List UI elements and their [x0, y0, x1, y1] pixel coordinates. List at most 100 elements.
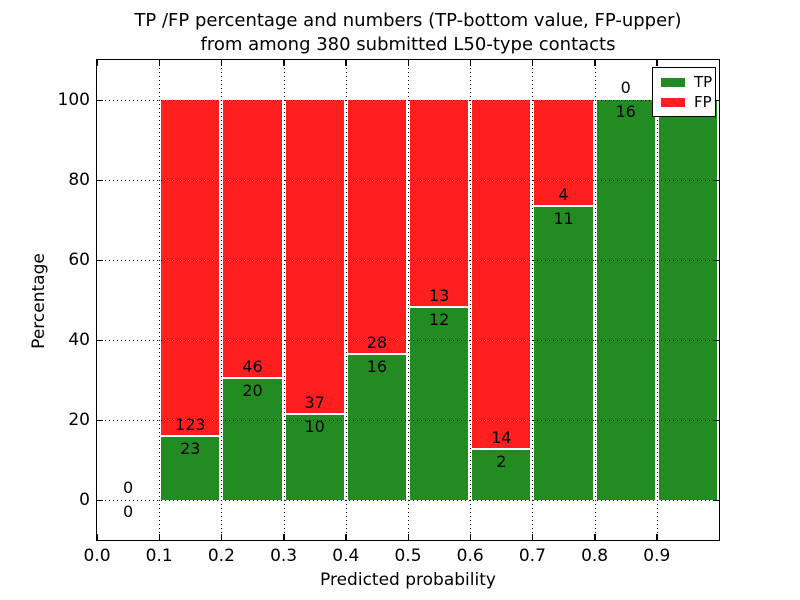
- x-tick-label: 0.2: [207, 546, 235, 566]
- bar-fp-count: 0: [620, 78, 631, 97]
- bar-fp-segment: [285, 100, 344, 415]
- y-tick-left: [97, 339, 103, 341]
- x-tick-top: [220, 60, 223, 66]
- bar-tp-segment: [410, 308, 469, 500]
- x-tick-top: [283, 60, 285, 66]
- y-tick-left: [97, 259, 103, 261]
- legend-row-tp: TP: [653, 74, 715, 90]
- x-tick-top: [656, 60, 658, 66]
- y-tick-right: [713, 179, 719, 181]
- x-tick-top: [469, 60, 472, 66]
- plot-inner: 0012323462037102816131214241101605: [96, 60, 719, 540]
- x-tick-top: [158, 60, 161, 66]
- y-tick-label: 0: [79, 490, 90, 510]
- bar-tp-count: 11: [553, 208, 574, 228]
- y-tick-right: [713, 339, 719, 341]
- y-tick-left: [97, 99, 103, 101]
- bar-tp-count: 10: [304, 416, 325, 436]
- bar-tp-count: 16: [615, 102, 636, 121]
- bar-tp-segment: [285, 414, 344, 500]
- bar-tp-segment: [534, 206, 593, 500]
- x-tick-label: 0.9: [643, 546, 671, 566]
- x-tick-bottom: [220, 534, 223, 540]
- y-tick-left: [97, 499, 103, 501]
- bar-fp-segment: [161, 100, 220, 437]
- gridline-v: [532, 60, 534, 540]
- x-tick-label: 0.0: [83, 546, 111, 566]
- y-tick-label: 80: [68, 170, 90, 190]
- x-tick-top: [345, 60, 347, 66]
- y-tick-label: 100: [57, 90, 90, 110]
- y-tick-right: [713, 99, 719, 101]
- bar-tp-count: 16: [366, 356, 388, 376]
- bar-fp-count: 37: [304, 392, 325, 412]
- gridline-v: [345, 60, 347, 540]
- x-tick-bottom: [407, 534, 409, 540]
- bar-fp-segment: [534, 100, 593, 207]
- bar-tp-segment: [347, 354, 406, 500]
- y-tick-left: [97, 179, 103, 181]
- x-tick-bottom: [531, 534, 534, 540]
- y-tick-left: [97, 419, 103, 421]
- x-tick-label: 0.7: [518, 546, 546, 566]
- bar-tp-segment: [472, 450, 531, 500]
- bar-fp-count: 4: [558, 184, 569, 204]
- x-tick-label: 0.8: [581, 546, 609, 566]
- x-tick-top: [96, 60, 98, 66]
- x-tick-bottom: [96, 534, 98, 540]
- plot-area: 0012323462037102816131214241101605: [96, 59, 720, 541]
- y-tick-label: 60: [68, 250, 90, 270]
- bar-tp-segment: [161, 436, 220, 500]
- legend-label-fp: FP: [694, 93, 712, 111]
- bar-tp-count: 20: [242, 380, 263, 400]
- bar-tp-segment: [658, 100, 717, 500]
- bar-fp-count: 28: [366, 332, 388, 352]
- bar-fp-count: 13: [428, 286, 450, 305]
- bar-fp-count: 0: [123, 478, 134, 497]
- bar-fp-count: 46: [242, 356, 263, 376]
- x-tick-top: [594, 60, 596, 66]
- x-tick-label: 0.6: [456, 546, 484, 566]
- bar-tp-segment: [223, 378, 282, 500]
- y-tick-right: [713, 419, 719, 421]
- chart-title: TP /FP percentage and numbers (TP-bottom…: [134, 10, 682, 55]
- bar-fp-segment: [223, 100, 282, 379]
- gridline-v: [159, 60, 161, 540]
- y-tick-right: [713, 259, 719, 261]
- legend-label-tp: TP: [694, 73, 713, 91]
- bar-fp-segment: [472, 100, 531, 450]
- x-tick-label: 0.3: [270, 546, 298, 566]
- x-tick-label: 0.1: [145, 546, 173, 566]
- x-tick-bottom: [594, 534, 596, 540]
- x-tick-label: 0.5: [394, 546, 422, 566]
- bar-fp-segment: [410, 100, 469, 308]
- bar-fp-count: 14: [491, 428, 512, 447]
- bar-tp-count: 0: [123, 502, 134, 521]
- x-tick-bottom: [469, 534, 472, 540]
- bar-tp-count: 23: [180, 438, 201, 458]
- x-tick-bottom: [345, 534, 347, 540]
- legend-swatch-fp: [661, 97, 685, 107]
- x-tick-top: [407, 60, 409, 66]
- bar-tp-count: 2: [496, 452, 507, 471]
- gridline-v: [221, 60, 223, 540]
- x-tick-bottom: [283, 534, 285, 540]
- x-tick-bottom: [656, 534, 658, 540]
- x-tick-bottom: [158, 534, 161, 540]
- y-tick-right: [713, 499, 719, 501]
- gridline-v: [594, 60, 596, 540]
- y-tick-label: 40: [68, 330, 90, 350]
- bar-tp-count: 12: [428, 310, 450, 329]
- x-tick-label: 0.4: [332, 546, 360, 566]
- gridline-v: [656, 60, 658, 540]
- y-tick-label: 20: [68, 410, 90, 430]
- legend: TP FP: [652, 67, 716, 117]
- bar-fp-segment: [347, 100, 406, 355]
- bar-fp-count: 123: [175, 414, 206, 434]
- legend-swatch-tp: [661, 77, 685, 87]
- x-tick-top: [531, 60, 534, 66]
- gridline-v: [283, 60, 285, 540]
- legend-row-fp: FP: [653, 94, 715, 110]
- gridline-v: [470, 60, 472, 540]
